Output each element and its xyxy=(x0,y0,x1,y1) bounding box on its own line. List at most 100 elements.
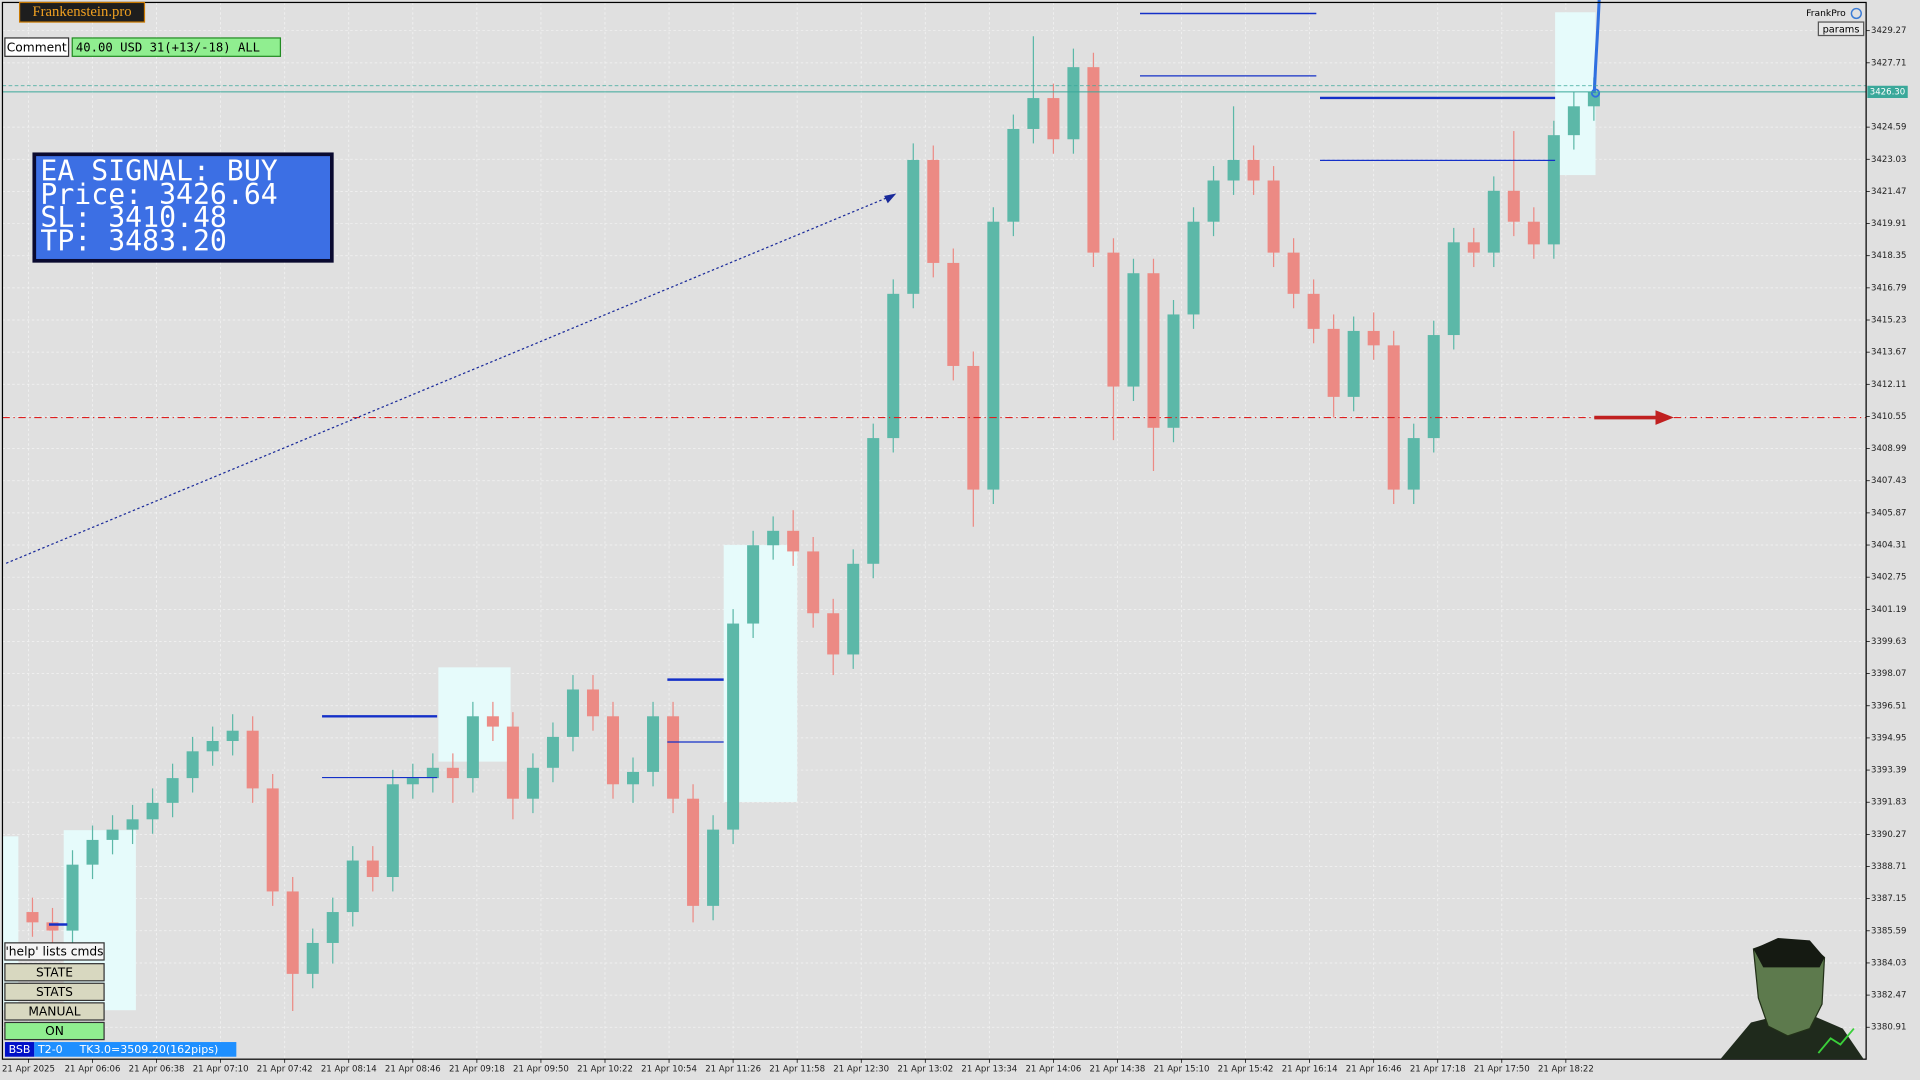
logo-box xyxy=(18,1,146,23)
x-tick-label: 21 Apr 07:10 xyxy=(193,1064,249,1074)
candle-body xyxy=(506,726,519,799)
y-tick-label: 3387.15 xyxy=(1871,894,1906,904)
price-projection xyxy=(1592,0,1601,94)
candle-body xyxy=(767,530,780,546)
x-tick-label: 21 Apr 12:30 xyxy=(833,1064,889,1074)
x-tick-label: 21 Apr 15:10 xyxy=(1154,1064,1210,1074)
candle-body xyxy=(446,767,459,779)
signal-arrow-line xyxy=(5,195,892,564)
brand-icon xyxy=(1850,7,1862,20)
mascot xyxy=(1720,937,1864,1060)
x-tick-label: 21 Apr 14:38 xyxy=(1090,1064,1146,1074)
y-tick-label: 3384.03 xyxy=(1871,958,1906,968)
candle-body xyxy=(86,839,99,865)
brand: FrankPro xyxy=(1806,8,1846,19)
candle-body xyxy=(426,767,439,779)
candle-body xyxy=(787,530,800,552)
x-tick-label: 21 Apr 14:06 xyxy=(1025,1064,1081,1074)
candle-body xyxy=(1087,67,1100,253)
y-tick-label: 3429.27 xyxy=(1871,26,1906,36)
help-text: 'help' lists cmds xyxy=(5,945,103,959)
candle-body xyxy=(747,545,760,624)
signal-arrowhead xyxy=(884,193,897,204)
y-tick-label: 3412.11 xyxy=(1871,380,1906,390)
y-tick-label: 3385.59 xyxy=(1871,926,1906,936)
y-tick-label: 3398.07 xyxy=(1871,669,1906,679)
x-tick-label: 21 Apr 2025 xyxy=(2,1064,55,1074)
candle-body xyxy=(346,860,359,913)
candle-body xyxy=(1347,330,1360,397)
y-tick-label: 3394.95 xyxy=(1871,733,1906,743)
sl-arrowhead xyxy=(1655,410,1674,425)
y-tick-label: 3402.75 xyxy=(1871,573,1906,583)
y-tick-label: 3401.19 xyxy=(1871,605,1906,615)
x-tick-label: 21 Apr 07:42 xyxy=(257,1064,313,1074)
candle-body xyxy=(566,689,579,737)
y-tick-label: 3413.67 xyxy=(1871,348,1906,358)
candle-body xyxy=(1067,67,1080,140)
candle-body xyxy=(226,730,239,742)
y-tick-label: 3408.99 xyxy=(1871,444,1906,454)
candle-body xyxy=(847,563,860,655)
candle-body xyxy=(1127,273,1140,387)
mascot-hair xyxy=(1753,937,1825,968)
params-label: params xyxy=(1823,24,1860,35)
candle-body xyxy=(947,262,960,366)
candle-body xyxy=(206,741,219,752)
manual-button[interactable] xyxy=(4,1002,105,1021)
y-tick-label: 3427.71 xyxy=(1871,58,1906,68)
candle-body xyxy=(1427,335,1440,439)
levels xyxy=(48,12,1556,926)
candle-body xyxy=(667,716,680,799)
candle-body xyxy=(526,767,539,799)
x-tick-label: 21 Apr 10:54 xyxy=(641,1064,697,1074)
candle-body xyxy=(1187,221,1200,315)
stats-button[interactable] xyxy=(4,982,105,1002)
y-tick-label: 3405.87 xyxy=(1871,508,1906,518)
account: 40.00 USD 31(+13/-18) ALL xyxy=(76,40,260,54)
status-badge xyxy=(34,1042,237,1057)
mascot-line xyxy=(1817,1027,1855,1054)
candle-body xyxy=(1307,293,1320,329)
candle-body xyxy=(1507,190,1520,222)
candle-body xyxy=(1367,330,1380,346)
candle-body xyxy=(306,942,319,974)
candle-body xyxy=(1547,135,1560,245)
y-tick-label: 3380.91 xyxy=(1871,1023,1906,1033)
candle-body xyxy=(1247,159,1260,181)
candle-body xyxy=(1047,98,1060,140)
candle-body xyxy=(386,784,399,878)
candle-body xyxy=(1587,91,1600,107)
status-badge xyxy=(4,1042,35,1057)
candle-body xyxy=(246,730,259,789)
y-tick-label: 3382.47 xyxy=(1871,991,1906,1001)
candle-body xyxy=(1487,190,1500,253)
y-tick-label: 3416.79 xyxy=(1871,283,1906,293)
candle-body xyxy=(687,798,700,906)
y-tick-label: 3424.59 xyxy=(1871,123,1906,133)
y-tick-label: 3391.83 xyxy=(1871,798,1906,808)
candle-body xyxy=(727,623,740,830)
comment-box[interactable] xyxy=(4,37,70,57)
x-tick-label: 21 Apr 11:26 xyxy=(705,1064,761,1074)
y-tick-label: 3396.51 xyxy=(1871,701,1906,711)
account-box xyxy=(71,37,282,57)
x-tick-label: 21 Apr 18:22 xyxy=(1538,1064,1594,1074)
candle-body xyxy=(126,819,139,830)
candle-body xyxy=(406,778,419,785)
candle-body xyxy=(1007,128,1020,222)
price-label: 3426.30 xyxy=(1870,87,1905,97)
button-label: ON xyxy=(45,1024,64,1038)
on-button[interactable] xyxy=(4,1021,105,1041)
candle-body xyxy=(486,716,499,727)
state-button[interactable] xyxy=(4,963,105,982)
signal-panel xyxy=(32,152,334,263)
params-button[interactable] xyxy=(1817,21,1865,37)
button-label: MANUAL xyxy=(28,1005,80,1019)
candle-body xyxy=(546,736,559,768)
candle-body xyxy=(1287,252,1300,294)
candle-body xyxy=(266,788,279,892)
candle-body xyxy=(827,613,840,655)
y-tick-label: 3423.03 xyxy=(1871,155,1906,165)
y-tick-label: 3399.63 xyxy=(1871,637,1906,647)
